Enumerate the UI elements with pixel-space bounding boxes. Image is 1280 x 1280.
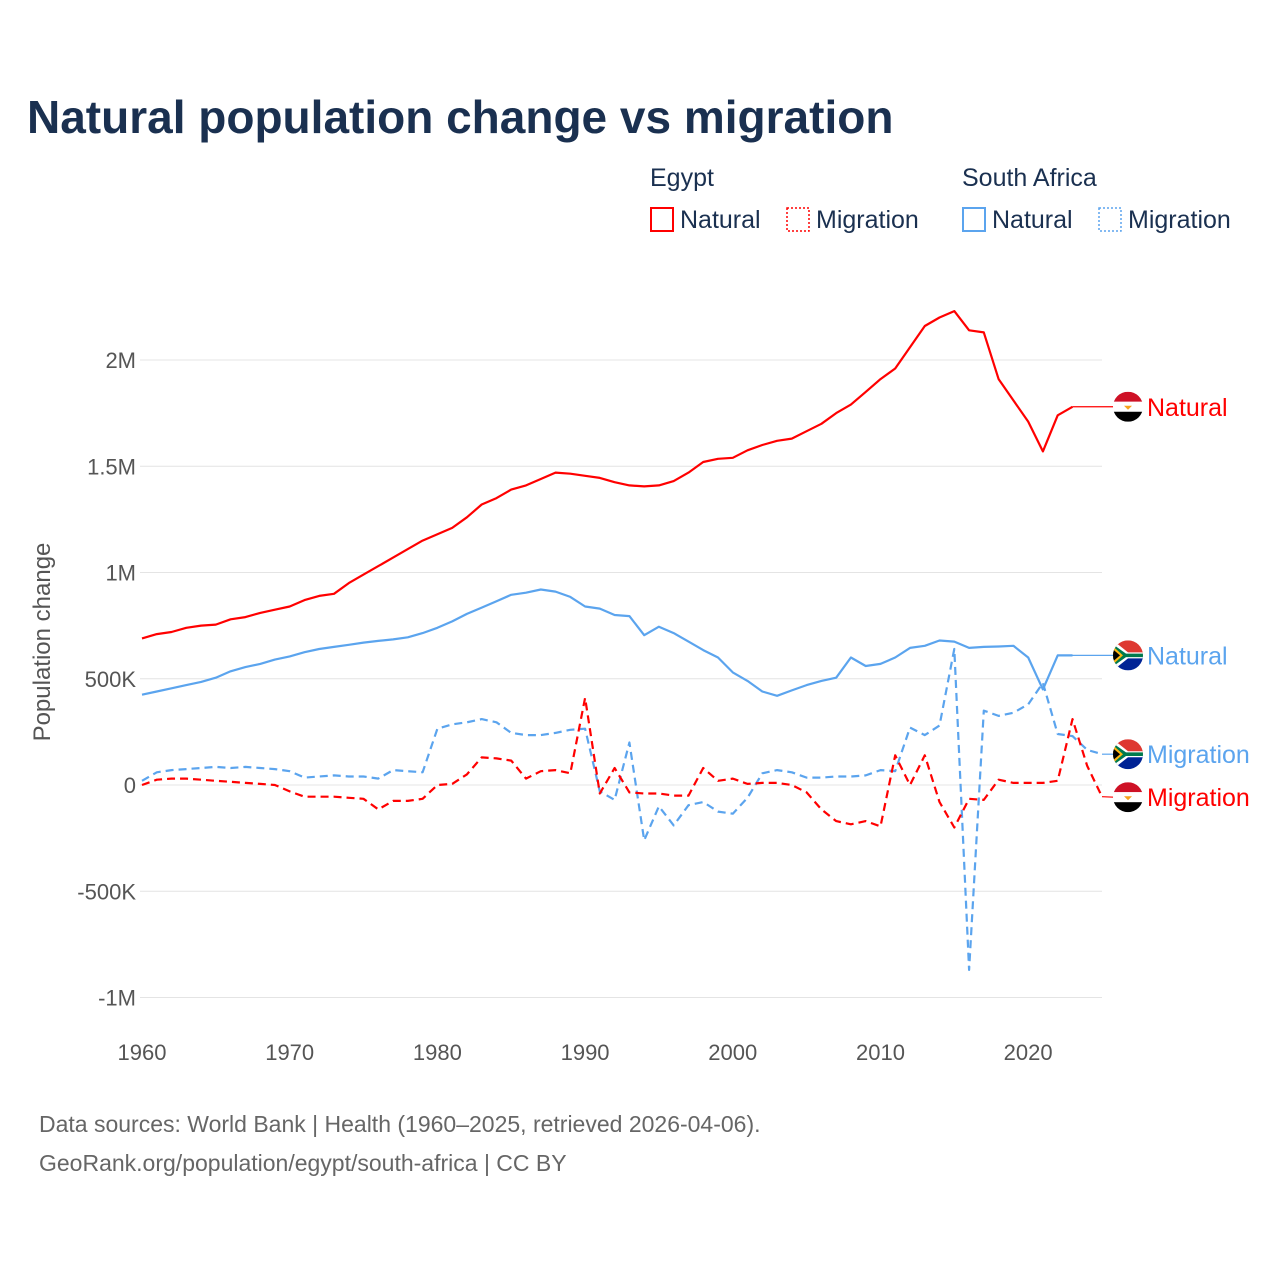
x-tick-label: 1960 [118,1040,167,1065]
legend-item[interactable]: Natural [992,206,1073,234]
legend-swatch[interactable] [962,207,986,232]
y-tick-label: 1.5M [87,454,136,479]
source-url[interactable]: GeoRank.org/population/egypt/south-afric… [39,1150,567,1176]
legend-item[interactable]: Migration [1128,206,1231,234]
legend: Egypt Natural Migration South Africa Natural… [650,164,1231,234]
x-tick-label: 2020 [1004,1040,1053,1065]
y-tick-label: -1M [98,986,136,1011]
egypt-flag-icon [1113,782,1143,813]
legend-swatch[interactable] [650,207,674,232]
y-axis: 2M 1.5M 1M 500K 0 -500K -1M [77,348,136,1011]
x-tick-label: 2000 [708,1040,757,1065]
y-tick-label: -500K [77,879,136,904]
source-note: Data sources: World Bank | Health (1960–… [39,1111,761,1137]
south-africa-flag-icon [1113,739,1143,770]
series-lines [141,310,1103,971]
y-tick-label: 1M [105,561,136,586]
x-tick-label: 1970 [265,1040,314,1065]
egypt-flag-icon [1113,391,1143,422]
series-line-egypt-natural [141,310,1074,640]
y-tick-label: 2M [105,348,136,373]
label-leader [1101,796,1115,798]
x-tick-label: 1980 [413,1040,462,1065]
end-label: Migration [1147,741,1250,769]
end-labels: Natural Natural Migration Migration [1072,391,1250,813]
south-africa-flag-icon [1113,640,1143,671]
y-tick-label: 0 [124,773,136,798]
legend-swatch[interactable] [1098,207,1122,232]
series-line-south-africa-migration [141,647,1103,971]
y-tick-label: 500K [85,667,137,692]
end-label: Migration [1147,784,1250,812]
legend-group-title: South Africa [962,164,1097,192]
x-tick-label: 1990 [561,1040,610,1065]
legend-item[interactable]: Migration [816,206,919,234]
legend-item[interactable]: Natural [680,206,761,234]
end-label: Natural [1147,394,1228,422]
x-axis: 1960 1970 1980 1990 2000 2010 2020 [118,1040,1053,1065]
series-line-egypt-migration [141,696,1103,829]
end-label: Natural [1147,642,1228,670]
gridlines [140,359,1102,998]
legend-swatch[interactable] [786,207,810,232]
x-tick-label: 2010 [856,1040,905,1065]
series-line-south-africa-natural [141,588,1073,697]
chart-title: Natural population change vs migration [27,91,893,143]
y-axis-label: Population change [29,543,56,742]
legend-group-title: Egypt [650,164,714,192]
